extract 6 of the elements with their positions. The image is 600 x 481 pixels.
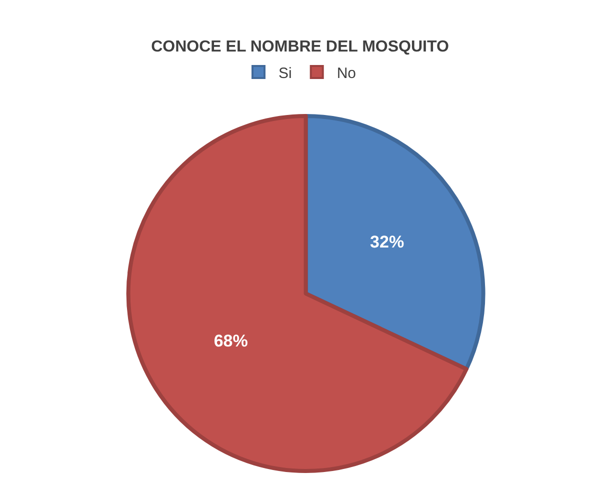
chart-title: CONOCE EL NOMBRE DEL MOSQUITO: [151, 38, 449, 56]
legend-label: No: [336, 64, 356, 82]
data-label: 32%: [370, 232, 404, 252]
data-label: 68%: [214, 332, 248, 351]
legend-label: Si: [278, 64, 292, 82]
pie-slice: [126, 114, 468, 473]
